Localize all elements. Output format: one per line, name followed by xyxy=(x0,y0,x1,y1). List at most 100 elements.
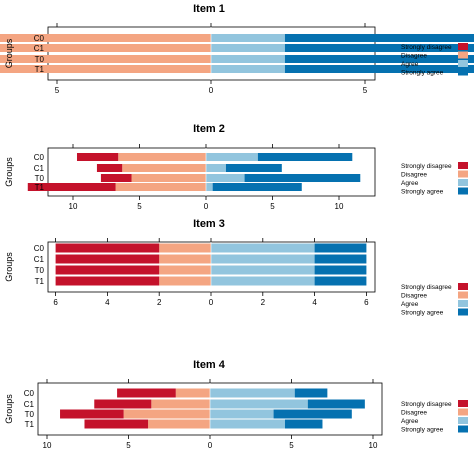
bar-disagree-c0 xyxy=(0,34,211,42)
bar-agree-c0 xyxy=(211,243,315,253)
legend-swatch xyxy=(458,51,468,59)
legend-swatch xyxy=(458,60,468,67)
bar-disagree-c0 xyxy=(118,153,206,161)
chart-title: Item 1 xyxy=(193,3,225,15)
legend-label: Agree xyxy=(401,418,419,425)
category-label: C0 xyxy=(34,244,45,253)
category-label: T0 xyxy=(35,174,45,183)
bar-agree-t1 xyxy=(211,65,285,73)
bar-strongly-disagree-t0 xyxy=(100,174,132,182)
bar-disagree-c1 xyxy=(159,254,211,264)
legend-label: Agree xyxy=(401,180,419,187)
bar-strongly-disagree-c1 xyxy=(55,254,160,264)
y-axis-label: Groups xyxy=(4,394,14,424)
bar-strongly-agree-c0 xyxy=(284,34,474,42)
category-label: T0 xyxy=(35,266,45,275)
legend-label: Strongly disagree xyxy=(401,284,452,291)
bar-strongly-agree-c0 xyxy=(314,243,367,253)
bar-strongly-agree-t0 xyxy=(244,174,361,182)
bar-agree-t1 xyxy=(210,419,285,429)
bar-strongly-agree-c0 xyxy=(257,153,353,161)
legend-label: Strongly agree xyxy=(401,427,444,434)
legend-label: Agree xyxy=(401,301,419,308)
bar-agree-c1 xyxy=(210,399,308,409)
legend-swatch xyxy=(458,187,468,195)
bar-strongly-agree-t0 xyxy=(284,55,474,63)
chart-title: Item 4 xyxy=(193,359,226,371)
bar-agree-c0 xyxy=(206,153,258,161)
bar-agree-t0 xyxy=(206,174,245,182)
y-axis-label: Groups xyxy=(4,157,14,187)
bar-disagree-t0 xyxy=(0,55,211,63)
x-tick-label: 2 xyxy=(261,298,266,307)
legend-swatch xyxy=(458,408,468,416)
bar-strongly-agree-c1 xyxy=(314,254,367,264)
bar-strongly-agree-t1 xyxy=(284,65,474,73)
bar-strongly-disagree-c1 xyxy=(94,399,152,409)
bar-strongly-disagree-c0 xyxy=(76,153,119,161)
x-tick-label: 6 xyxy=(53,298,58,307)
legend-swatch xyxy=(458,179,468,186)
legend-swatch xyxy=(458,162,468,169)
category-label: T0 xyxy=(35,55,45,64)
x-tick-label: 5 xyxy=(363,86,368,95)
bar-strongly-agree-c0 xyxy=(294,388,328,398)
bar-agree-t0 xyxy=(210,409,274,419)
category-label: C0 xyxy=(24,389,35,398)
x-tick-label: 5 xyxy=(55,86,60,95)
bar-disagree-t1 xyxy=(148,419,210,429)
bar-strongly-disagree-t0 xyxy=(55,265,160,275)
bar-strongly-agree-c1 xyxy=(284,44,474,52)
legend-swatch xyxy=(458,308,468,316)
bar-strongly-disagree-t0 xyxy=(60,409,124,419)
x-tick-label: 0 xyxy=(209,298,214,307)
category-label: C1 xyxy=(34,255,45,264)
legend-swatch xyxy=(458,425,468,433)
chart-panel-3: Item 3 C0 C1 T0 T1 6 4 2 0 2 4 6 Groups Strongly disa… xyxy=(4,218,468,317)
bar-strongly-disagree-t1 xyxy=(27,183,116,191)
x-tick-label: 0 xyxy=(204,202,209,211)
bar-strongly-agree-t0 xyxy=(273,409,352,419)
category-label: T1 xyxy=(35,277,45,286)
bar-strongly-disagree-c1 xyxy=(96,164,123,172)
legend-swatch xyxy=(458,400,468,407)
bar-strongly-agree-c1 xyxy=(307,399,365,409)
legend-label: Strongly agree xyxy=(401,310,444,317)
x-tick-label: 5 xyxy=(137,202,142,211)
bar-agree-t1 xyxy=(206,183,213,191)
x-tick-label: 5 xyxy=(289,441,294,450)
bar-disagree-c0 xyxy=(175,388,210,398)
category-label: T1 xyxy=(25,420,35,429)
bar-agree-c1 xyxy=(211,44,285,52)
plot-frame xyxy=(47,241,376,293)
bar-strongly-disagree-c0 xyxy=(117,388,176,398)
bar-disagree-t1 xyxy=(115,183,206,191)
category-label: C1 xyxy=(34,164,45,173)
legend-label: Disagree xyxy=(401,53,427,60)
bar-agree-t1 xyxy=(211,276,315,286)
bar-agree-c1 xyxy=(206,164,226,172)
category-label: T1 xyxy=(35,65,45,74)
legend-swatch xyxy=(458,170,468,178)
bar-strongly-disagree-t1 xyxy=(55,276,160,286)
legend-swatch xyxy=(458,68,468,76)
category-label: T0 xyxy=(25,410,35,419)
bar-strongly-agree-t1 xyxy=(284,419,323,429)
bar-disagree-t1 xyxy=(0,65,211,73)
x-tick-label: 10 xyxy=(335,202,344,211)
bar-agree-t0 xyxy=(211,265,315,275)
bar-agree-c0 xyxy=(210,388,295,398)
x-tick-label: 4 xyxy=(105,298,110,307)
bar-strongly-agree-t1 xyxy=(314,276,367,286)
category-label: C0 xyxy=(34,153,45,162)
legend-label: Strongly disagree xyxy=(401,163,452,170)
x-tick-label: 0 xyxy=(208,441,213,450)
bar-agree-c0 xyxy=(211,34,285,42)
x-tick-label: 5 xyxy=(270,202,275,211)
category-label: C1 xyxy=(24,400,35,409)
